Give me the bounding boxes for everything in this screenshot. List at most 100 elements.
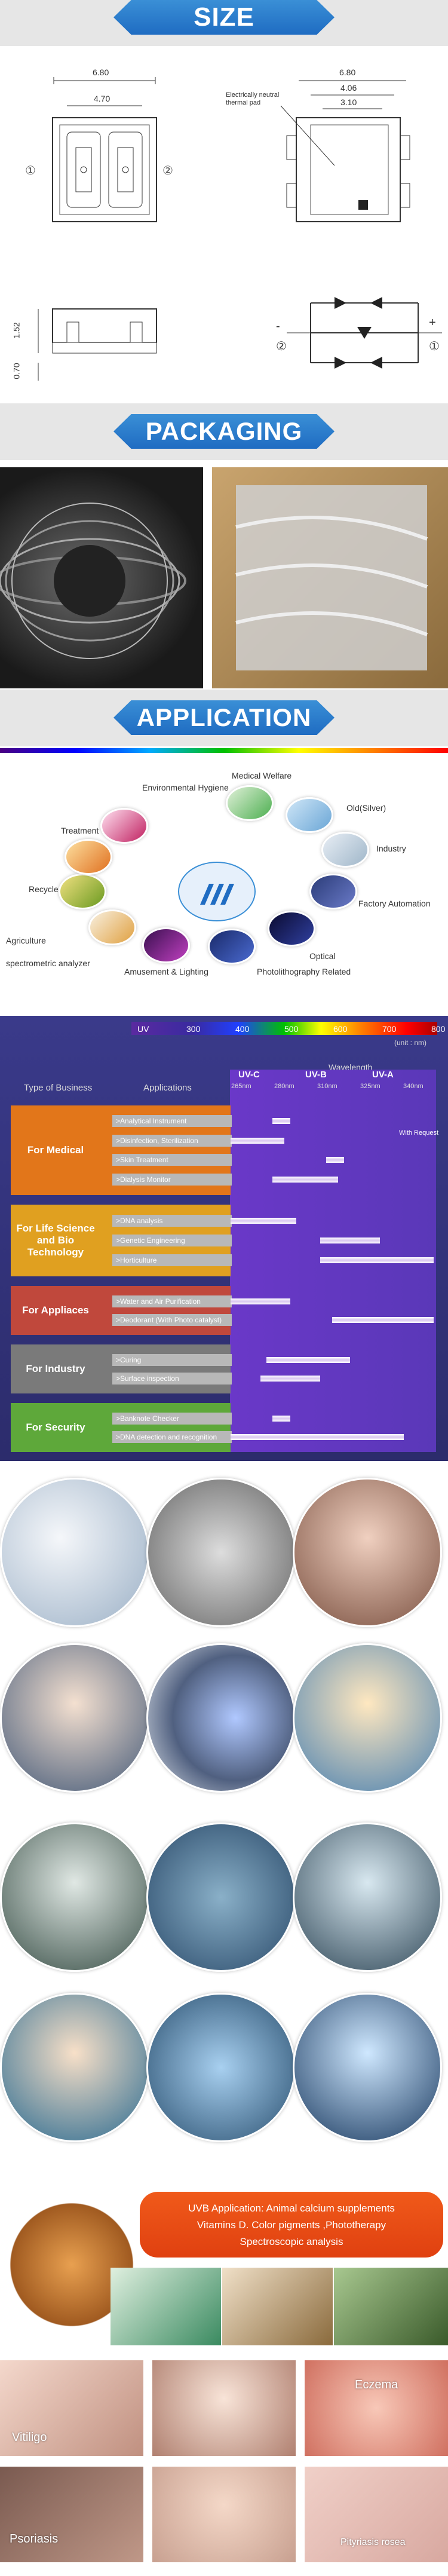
business-label: For Security [26,1422,85,1433]
unit-label: (unit : nm) [394,1039,427,1047]
business-label: For Medical [27,1144,84,1156]
photo-pityriasis: Pityriasis rosea [305,2467,448,2562]
wavelength-bar [231,1137,284,1144]
dimension-drawing-svg [38,77,442,381]
scale-tick-300: 300 [186,1024,201,1034]
uvb-callout: UVB Application: Animal calcium suppleme… [140,2192,443,2258]
uvb-line3: Spectroscopic analysis [240,2236,343,2247]
circle-medical [286,797,333,833]
photo-iguana [334,2268,448,2345]
application-label: >Surface inspection [112,1372,232,1385]
application-label: >Disinfection, Sterilization [112,1134,232,1147]
photo-mask [0,1643,149,1793]
right-width-label: 6.80 [339,68,356,77]
photo-face [152,2467,296,2562]
wavelength-chart: UV 300 400 500 600 700 800 (unit : nm) Wavelen… [0,1016,448,1461]
photo-fish-farm [293,1823,442,1972]
band-nm-325nm: 325nm [360,1083,381,1090]
label-industry: Industry [376,844,406,853]
wavelength-bar [272,1415,290,1422]
spectrum-scale-bar [131,1022,437,1035]
spectrum-strip [0,748,448,753]
box-photo [212,467,448,688]
application-label: >Skin Treatment [112,1154,232,1166]
photo-children [293,1643,442,1793]
wavelength-bar [266,1356,350,1363]
wavelength-bar [326,1157,344,1163]
business-label: For Industry [26,1363,85,1374]
pin-mark-1: ① [25,164,36,177]
photo-tortoise [222,2268,333,2345]
circle-treatment [100,808,148,844]
photo-fish [146,1823,296,1972]
scale-tick-700: 700 [382,1024,397,1034]
scale-tick-400: 400 [235,1024,250,1034]
band-nm-265nm: 265nm [231,1083,251,1090]
wavelength-bar [320,1238,380,1243]
reel-photo [0,467,203,688]
circle-spectro [88,909,136,945]
application-label: >Analytical Instrument [112,1115,232,1128]
wavelength-bar [260,1375,320,1382]
label-factory: Factory Automation [358,899,431,908]
circle-agriculture [59,874,106,909]
wavelength-bar [272,1176,338,1183]
pin-minus: - [276,320,280,333]
photo-chameleon [111,2268,221,2345]
wavelength-bar [231,1298,290,1304]
application-banner: APPLICATION [0,690,448,746]
label-recycle: Recycle [29,884,59,894]
photo-duct [146,1478,296,1627]
inner-width-label: 4.70 [94,94,111,103]
group-row: For Appliaces >Water and Air Purification… [11,1286,434,1335]
label-photolith: Photolithography Related [257,967,351,976]
group-row: For Security >Banknote Checker >DNA detect… [11,1403,404,1452]
size-banner-arrow [113,0,335,35]
band-headers: UV-C UV-B UV-A 265nm 280nm 310nm 325nm 340nm [230,1068,436,1092]
photo-water-plant [0,1823,149,1972]
box-photo-svg [235,485,428,670]
height-label: 1.52 [11,322,22,339]
pin-2-label: ② [276,340,287,353]
band-nm-280nm: 280nm [274,1083,294,1090]
wavelength-bar [320,1257,434,1264]
application-wheel: Environmental Hygiene Medical Welfare Ol… [0,754,448,1017]
application-banner-arrow [113,700,335,735]
group-row: For Medical >Analytical Instrument >Disinf… [11,1105,344,1195]
application-label: >Dialysis Monitor [112,1173,232,1186]
pityriasis-label: Pityriasis rosea [340,2537,406,2547]
application-label: >DNA detection and recognition [112,1431,232,1443]
circle-recycle [65,839,112,875]
label-environmental: Environmental Hygiene [142,783,229,792]
uvb-line2: Vitamins D. Color pigments ,Phototherapy [197,2219,386,2231]
photo-vitiligo: Vitiligo [0,2360,143,2456]
label-agriculture: Agriculture [6,936,46,945]
eczema-label: Eczema [355,2378,398,2391]
vitiligo-label: Vitiligo [12,2431,47,2444]
application-label: >Genetic Engineering [112,1235,232,1246]
size-drawing: 6.80 4.70 6.80 4.06 3.10 Electrically ne… [0,46,448,411]
label-optical: Optical [309,951,336,961]
application-title: APPLICATION [136,703,312,731]
label-treatment: Treatment [61,826,99,835]
band-nm-310nm: 310nm [317,1083,337,1090]
pin-mark-2: ② [162,164,173,177]
col-business: Type of Business [24,1083,93,1093]
group-row: For Life Science and Bio Technology >DNA … [11,1205,434,1276]
application-label: >Water and Air Purification [112,1295,232,1307]
right-inner1-label: 4.06 [340,83,357,93]
uvb-line1: UVB Application: Animal calcium suppleme… [188,2203,395,2214]
photo-headache [152,2360,296,2456]
top-width-label: 6.80 [93,68,109,77]
circle-environmental [226,785,274,821]
scale-labels: UV 300 400 500 600 700 800 [131,1023,445,1035]
application-label: >Horticulture [112,1254,232,1267]
psoriasis-label: Psoriasis [10,2532,59,2546]
wavelength-bar [332,1316,434,1323]
lead-label: 0.70 [11,363,22,379]
reel-photo-svg [0,503,186,659]
photo-psoriasis: Psoriasis [0,2467,143,2562]
scale-tick-800: 800 [431,1024,446,1034]
business-label: For Appliaces [22,1304,89,1316]
application-label: >Banknote Checker [112,1412,232,1425]
